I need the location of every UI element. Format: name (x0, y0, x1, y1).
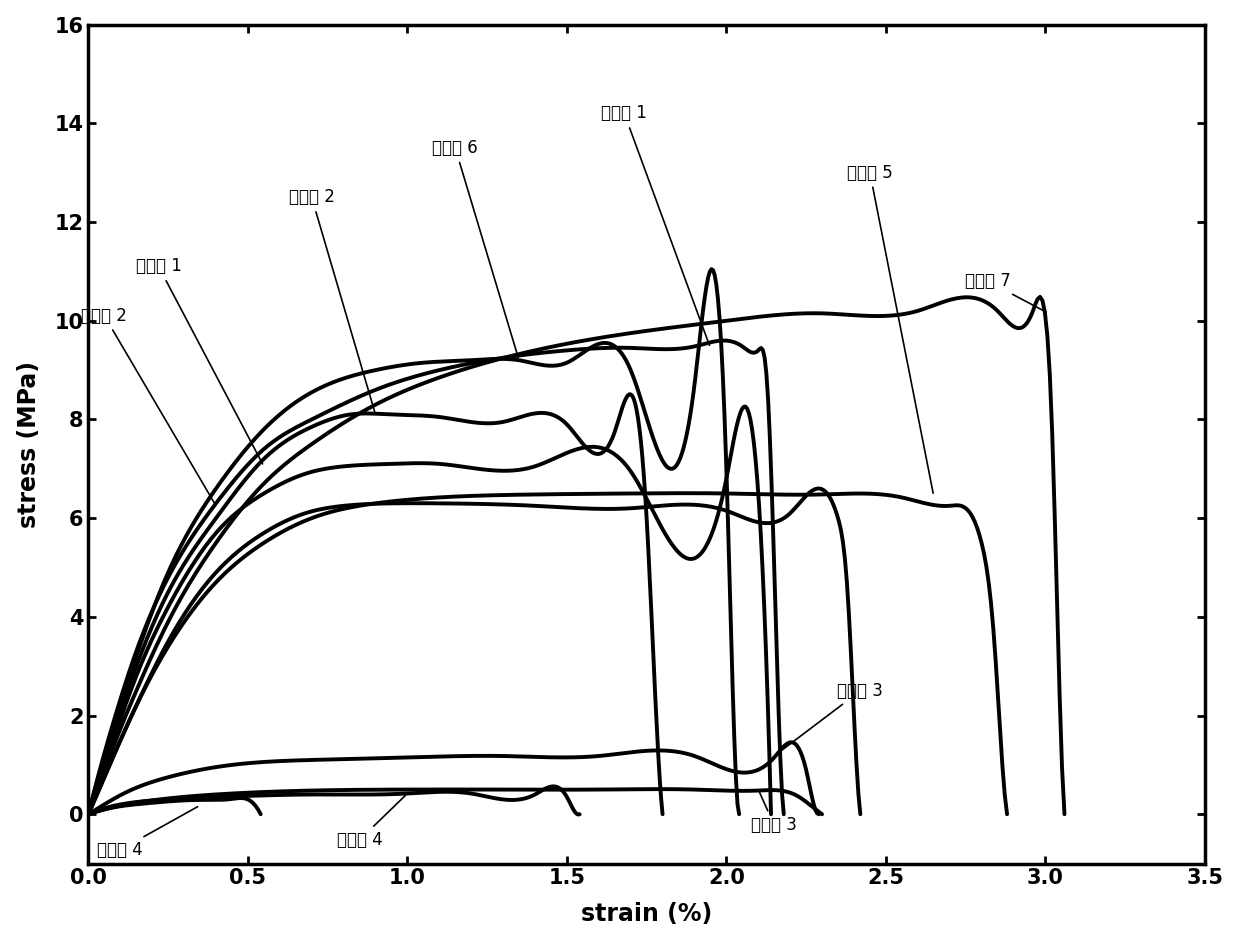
Text: 对比例 3: 对比例 3 (751, 792, 797, 835)
Text: 实施例 3: 实施例 3 (776, 682, 883, 754)
Y-axis label: stress (MPa): stress (MPa) (16, 360, 41, 528)
Text: 实施例 7: 实施例 7 (965, 273, 1047, 312)
X-axis label: strain (%): strain (%) (582, 902, 712, 926)
Text: 实施例 5: 实施例 5 (847, 164, 934, 493)
Text: 对比例 1: 对比例 1 (135, 257, 263, 464)
Text: 实施例 4: 实施例 4 (98, 806, 197, 859)
Text: 对比例 4: 对比例 4 (337, 796, 405, 849)
Text: 对比例 2: 对比例 2 (82, 306, 215, 504)
Text: 实施例 6: 实施例 6 (433, 139, 518, 357)
Text: 实施例 1: 实施例 1 (601, 105, 709, 345)
Text: 实施例 2: 实施例 2 (289, 189, 374, 412)
